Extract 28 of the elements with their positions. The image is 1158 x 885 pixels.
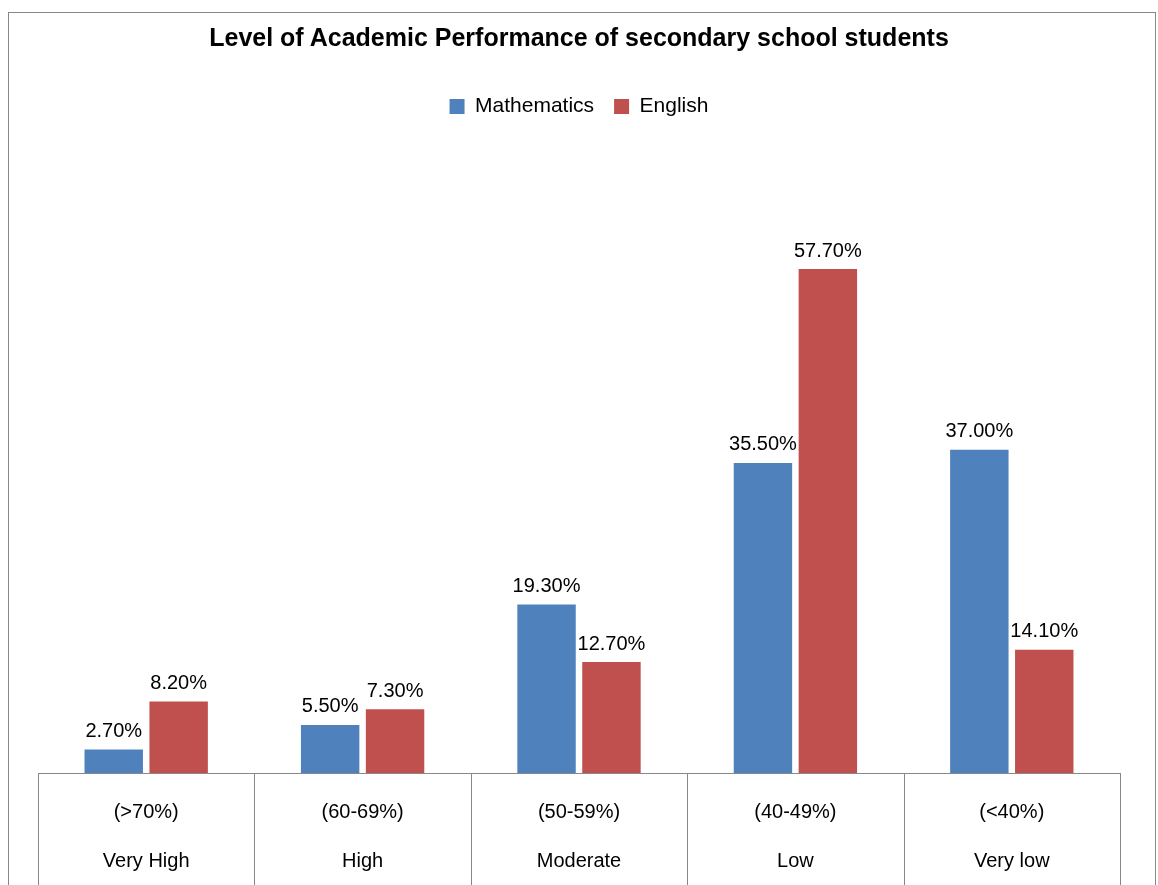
data-label: 5.50%	[301, 694, 359, 717]
bar	[950, 449, 1009, 773]
data-label: 35.50%	[729, 432, 798, 455]
category-label: (60-69%) High	[321, 799, 404, 871]
chart-title: Level of Academic Performance of secondary school students	[209, 22, 949, 51]
data-label: 8.20%	[150, 670, 208, 693]
legend-label: Mathematics	[475, 93, 595, 117]
bar	[84, 749, 143, 773]
bar	[1015, 649, 1074, 773]
bar	[300, 724, 360, 773]
category-label: (>70%) Very High	[102, 799, 190, 871]
bar	[365, 709, 425, 773]
bar	[517, 604, 576, 773]
data-label: 19.30%	[512, 573, 581, 596]
bar	[582, 662, 641, 773]
data-label: 2.70%	[85, 718, 143, 741]
data-label: 57.70%	[793, 238, 862, 261]
data-label: 14.10%	[1010, 619, 1079, 642]
legend-label: English	[639, 93, 709, 117]
category-label: (<40%) Very low	[974, 799, 1050, 871]
category-label: (50-59%) Moderate	[536, 799, 622, 871]
bar	[798, 269, 858, 773]
bar	[733, 462, 793, 773]
data-label: 7.30%	[366, 678, 424, 701]
bar	[149, 701, 208, 773]
data-label: 37.00%	[945, 419, 1014, 442]
data-label: 12.70%	[577, 631, 646, 654]
category-label: (40-49%) Low	[754, 799, 837, 871]
